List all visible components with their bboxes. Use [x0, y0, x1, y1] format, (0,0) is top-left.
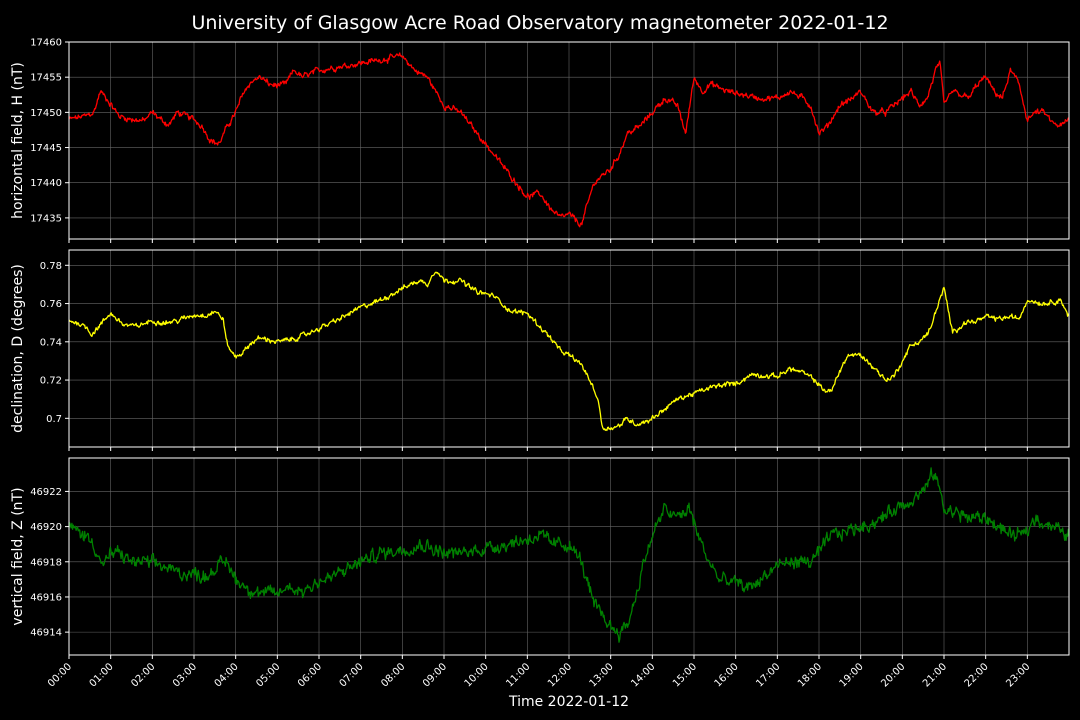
series-line [68, 52, 1070, 228]
y-axis-label: declination, D (degrees) [10, 264, 26, 433]
y-tick-label: 0.76 [40, 299, 62, 310]
y-tick-label: 17435 [30, 213, 62, 224]
y-tick-label: 17455 [30, 73, 62, 84]
y-tick-label: 17450 [30, 108, 62, 119]
y-tick-label: 0.7 [46, 414, 62, 425]
y-tick-label: 46920 [30, 522, 62, 533]
y-tick-label: 46918 [30, 557, 62, 568]
plot-frame [68, 41, 1070, 240]
y-tick-label: 46922 [30, 487, 62, 498]
panels-group: 17435 17440 17445 17450 17455 17460 horizontal… [10, 38, 1070, 659]
y-tick-label: 17440 [30, 178, 62, 189]
panel-1: 17435 17440 17445 17450 17455 17460 horizontal… [10, 38, 1070, 243]
y-tick-label: 0.78 [40, 261, 62, 272]
plot-frame [68, 457, 1070, 656]
series-line [68, 271, 1070, 432]
series-line [68, 467, 1070, 643]
plot-frame [68, 249, 1070, 448]
y-tick-label: 0.74 [40, 337, 62, 348]
x-axis-label: Time 2022-01-12 [508, 694, 629, 710]
y-axis-label: vertical field, Z (nT) [10, 487, 26, 625]
chart-title: University of Glasgow Acre Road Observat… [191, 12, 888, 34]
y-tick-label: 17460 [30, 38, 62, 49]
y-tick-label: 46916 [30, 592, 62, 603]
y-tick-label: 0.72 [40, 376, 62, 387]
y-tick-label: 46914 [30, 628, 62, 639]
panel-2: 0.7 0.72 0.74 0.76 0.78 declination, D (degre… [10, 249, 1070, 451]
y-axis-label: horizontal field, H (nT) [10, 62, 26, 219]
y-tick-label: 17445 [30, 143, 62, 154]
panel-3: 46914 46916 46918 46920 46922 vertical field,… [10, 457, 1070, 659]
